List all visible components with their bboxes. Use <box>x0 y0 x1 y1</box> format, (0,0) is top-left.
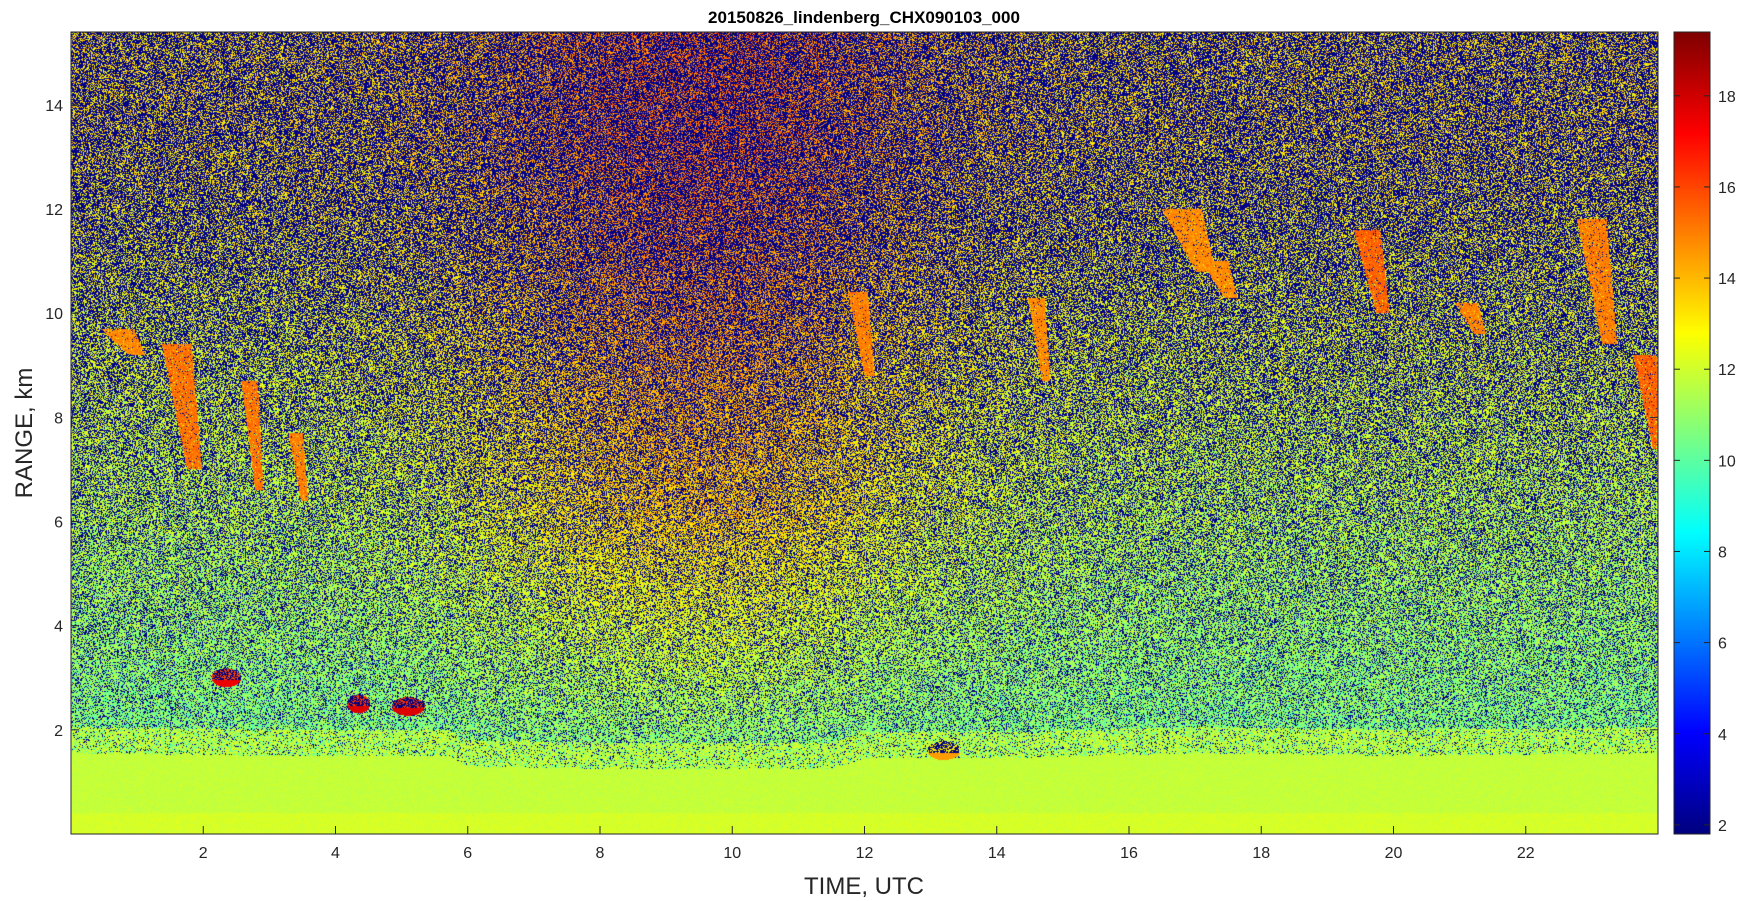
x-axis-label: TIME, UTC <box>804 873 924 900</box>
colorbar-tick-label: 2 <box>1718 818 1727 835</box>
x-tick-label: 14 <box>988 845 1006 862</box>
x-tick-label: 22 <box>1517 845 1535 862</box>
chart-title: 20150826_lindenberg_CHX090103_000 <box>708 8 1020 27</box>
colorbar-tick-label: 10 <box>1718 453 1736 470</box>
y-axis-ticks: 2 4 6 8 10 12 14 <box>45 98 1658 740</box>
plot-area-frame <box>70 31 1659 835</box>
x-tick-label: 6 <box>463 845 472 862</box>
x-tick-label: 20 <box>1385 845 1403 862</box>
x-tick-label: 4 <box>331 845 340 862</box>
x-tick-label: 8 <box>596 845 605 862</box>
colorbar-tick-label: 16 <box>1718 180 1736 197</box>
colorbar-tick-label: 18 <box>1718 89 1736 106</box>
y-tick-label: 6 <box>54 515 63 532</box>
x-tick-label: 10 <box>723 845 741 862</box>
x-tick-label: 16 <box>1120 845 1138 862</box>
y-tick-label: 14 <box>45 98 63 115</box>
colorbar-frame <box>1673 31 1711 835</box>
colorbar-tick-label: 12 <box>1718 362 1736 379</box>
x-axis-ticks: 2 4 6 8 10 12 14 16 18 20 22 <box>199 32 1535 862</box>
y-tick-label: 4 <box>54 619 63 636</box>
colorbar-ticks: 2 4 6 8 10 12 14 16 18 <box>1674 89 1736 835</box>
y-tick-label: 2 <box>54 723 63 740</box>
colorbar-gradient <box>1674 32 1710 834</box>
y-tick-label: 10 <box>45 306 63 323</box>
x-tick-label: 12 <box>856 845 874 862</box>
colorbar-tick-label: 4 <box>1718 727 1727 744</box>
y-tick-label: 8 <box>54 410 63 427</box>
colorbar-tick-label: 8 <box>1718 544 1727 561</box>
colorbar-tick-label: 14 <box>1718 271 1736 288</box>
x-tick-label: 2 <box>199 845 208 862</box>
x-tick-label: 18 <box>1252 845 1270 862</box>
heatmap-image <box>71 32 1658 834</box>
y-tick-label: 12 <box>45 202 63 219</box>
y-axis-label: RANGE, km <box>11 368 38 499</box>
colorbar-tick-label: 6 <box>1718 636 1727 653</box>
